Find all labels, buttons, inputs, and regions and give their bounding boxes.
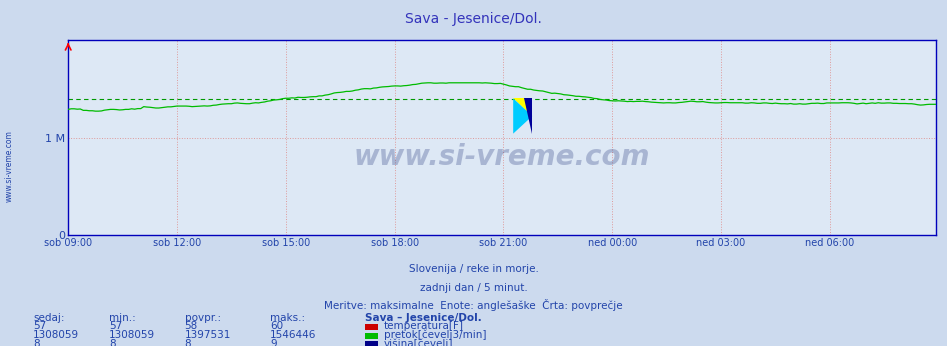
Text: povpr.:: povpr.: <box>185 313 221 323</box>
Text: zadnji dan / 5 minut.: zadnji dan / 5 minut. <box>420 283 527 293</box>
Text: 8: 8 <box>109 339 116 346</box>
Polygon shape <box>513 99 532 134</box>
Text: 60: 60 <box>270 321 283 331</box>
Polygon shape <box>513 99 532 116</box>
Text: www.si-vreme.com: www.si-vreme.com <box>5 130 14 202</box>
Text: Sava - Jesenice/Dol.: Sava - Jesenice/Dol. <box>405 12 542 26</box>
Text: temperatura[F]: temperatura[F] <box>384 321 463 331</box>
Text: 1308059: 1308059 <box>109 330 155 340</box>
Text: 1546446: 1546446 <box>270 330 316 340</box>
Text: 57: 57 <box>109 321 122 331</box>
Text: 1397531: 1397531 <box>185 330 231 340</box>
Text: 58: 58 <box>185 321 198 331</box>
Text: višina[čevelj]: višina[čevelj] <box>384 338 453 346</box>
Text: Meritve: maksimalne  Enote: anglešaške  Črta: povprečje: Meritve: maksimalne Enote: anglešaške Čr… <box>324 299 623 311</box>
Text: 8: 8 <box>185 339 191 346</box>
Text: Slovenija / reke in morje.: Slovenija / reke in morje. <box>408 264 539 274</box>
Text: maks.:: maks.: <box>270 313 305 323</box>
Text: www.si-vreme.com: www.si-vreme.com <box>353 143 651 171</box>
Polygon shape <box>524 99 532 134</box>
Text: 8: 8 <box>33 339 40 346</box>
Text: sedaj:: sedaj: <box>33 313 64 323</box>
Text: min.:: min.: <box>109 313 135 323</box>
Text: 1308059: 1308059 <box>33 330 80 340</box>
Text: Sava – Jesenice/Dol.: Sava – Jesenice/Dol. <box>365 313 481 323</box>
Text: 9: 9 <box>270 339 277 346</box>
Text: pretok[čevelj3/min]: pretok[čevelj3/min] <box>384 330 486 340</box>
Text: 57: 57 <box>33 321 46 331</box>
